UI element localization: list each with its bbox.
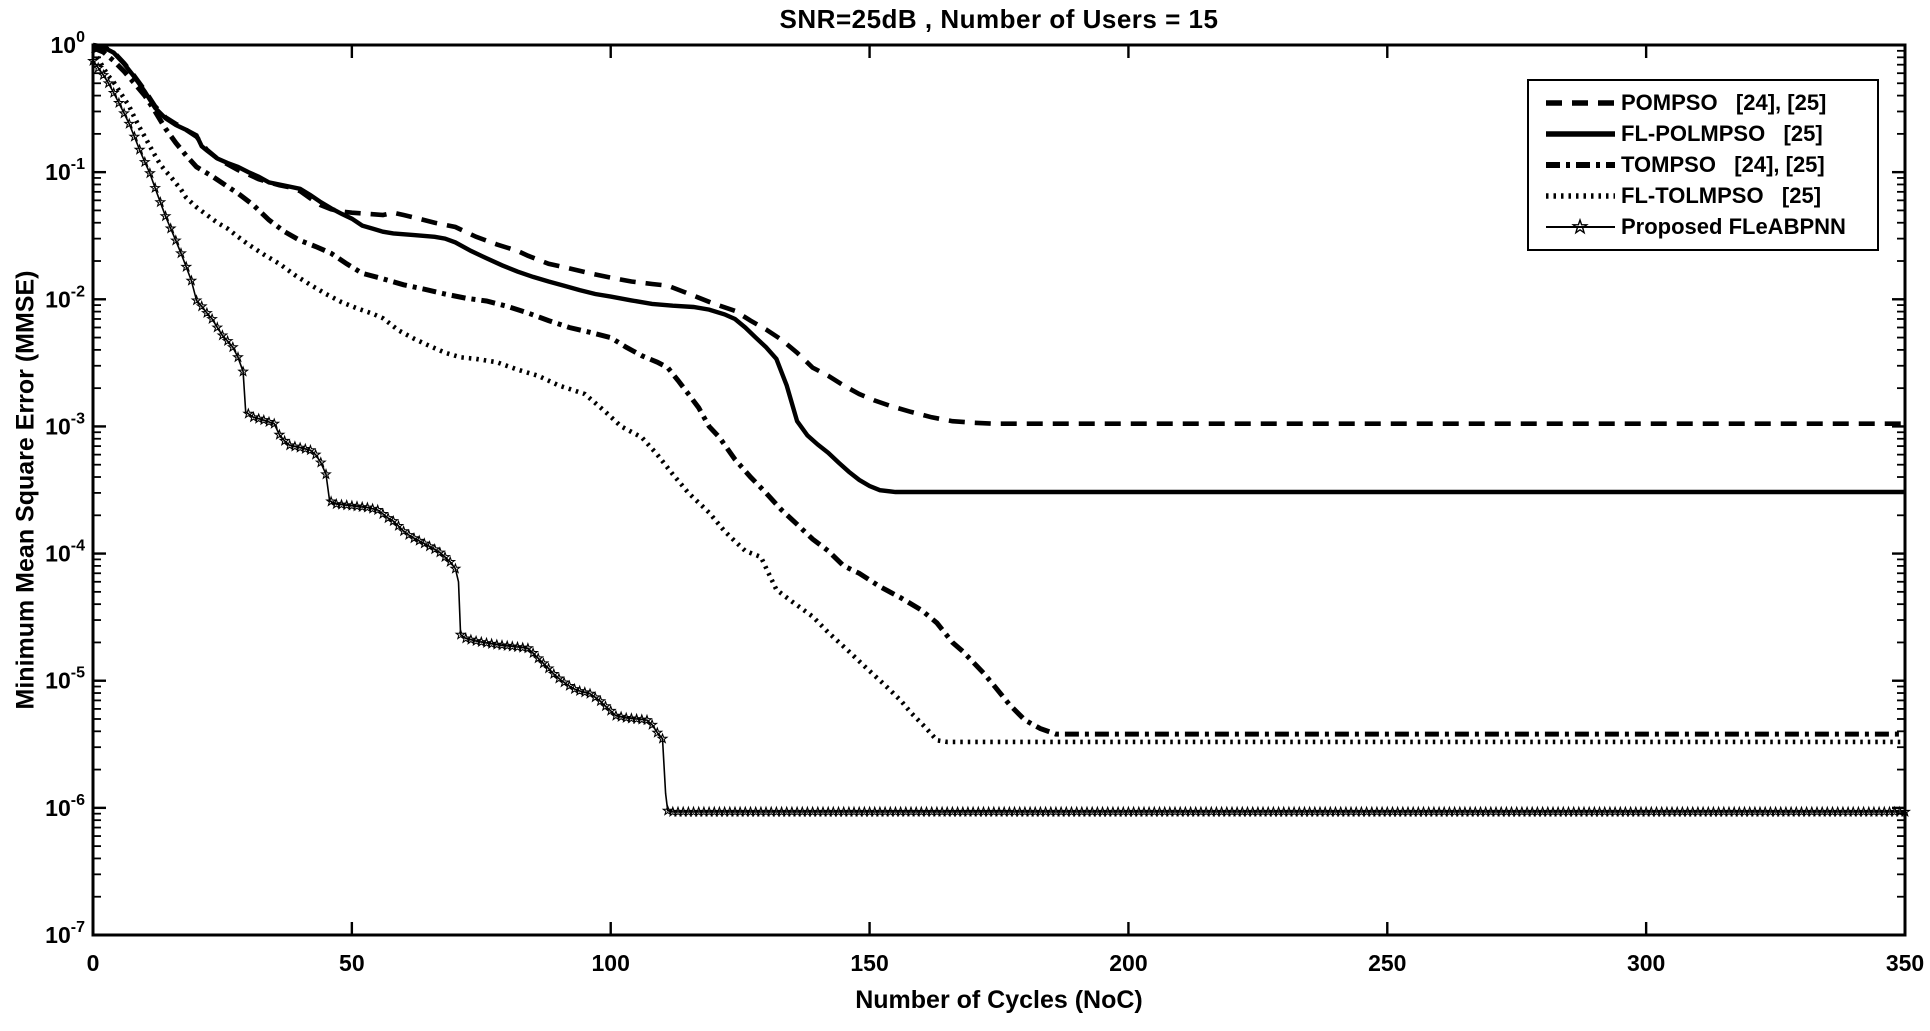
series-line-3 [91,49,1905,745]
chart-title: SNR=25dB , Number of Users = 15 [779,4,1219,34]
x-tick-label: 150 [850,950,888,976]
x-tick-label: 350 [1886,950,1924,976]
series-line-2 [92,45,1905,737]
y-tick-labels: 100 10-1 10-2 10-3 10-4 10-5 10-6 10-7 [45,29,85,948]
y-tick-label: 10-1 [45,156,85,185]
x-tick-label: 300 [1627,950,1665,976]
legend: POMPSO [24], [25] FL-POLMPSO [25] TOMPSO… [1527,79,1879,251]
legend-line-sample-dotted [1546,193,1615,199]
legend-label: POMPSO [24], [25] [1621,90,1827,115]
legend-label: Proposed FLeABPNN [1621,214,1846,239]
x-tick-label: 50 [339,950,365,976]
x-tick-label: 0 [87,950,100,976]
legend-line-sample-dashdot [1546,162,1615,168]
y-tick-label: 10-2 [45,283,85,312]
x-tick-label: 250 [1368,950,1406,976]
legend-item-fl-polmpso: FL-POLMPSO [25] [1543,119,1869,149]
legend-line-sample-star-marker [1546,217,1615,235]
legend-item-proposed-fleabpnn: Proposed FLeABPNN [1543,212,1869,242]
legend-item-pompso: POMPSO [24], [25] [1543,88,1869,118]
y-tick-label: 10-7 [45,919,85,948]
y-tick-label: 10-5 [45,665,85,694]
series-line-4 [92,60,1905,813]
y-tick-label: 100 [51,29,86,58]
legend-label: TOMPSO [24], [25] [1621,152,1825,177]
y-tick-label: 10-4 [45,538,85,567]
legend-label: FL-TOLMPSO [25] [1621,183,1822,208]
x-tick-labels: 0 50 100 150 200 250 300 350 [87,950,1925,976]
y-minor-ticks [93,49,1905,898]
legend-line-sample-dashed [1546,100,1615,106]
x-tick-label: 100 [592,950,630,976]
legend-item-fl-tolmpso: FL-TOLMPSO [25] [1543,181,1869,211]
y-tick-label: 10-3 [45,410,85,439]
series-markers-4 [87,54,1912,817]
legend-line-sample-solid [1546,131,1615,137]
x-axis-label: Number of Cycles (NoC) [855,986,1143,1014]
x-tick-label: 200 [1109,950,1147,976]
pentagram-marker-icon [1571,217,1589,235]
y-tick-label: 10-6 [45,792,85,821]
legend-item-tompso: TOMPSO [24], [25] [1543,150,1869,180]
series-line-1 [92,42,1905,495]
legend-label: FL-POLMPSO [25] [1621,121,1823,146]
